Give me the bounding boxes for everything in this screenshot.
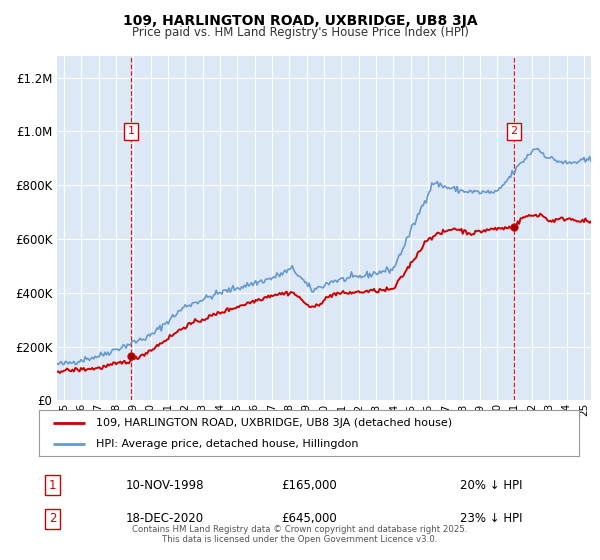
Text: 1: 1 (128, 127, 135, 136)
Text: 10-NOV-1998: 10-NOV-1998 (125, 479, 204, 492)
Text: HPI: Average price, detached house, Hillingdon: HPI: Average price, detached house, Hill… (96, 438, 358, 449)
Text: Price paid vs. HM Land Registry's House Price Index (HPI): Price paid vs. HM Land Registry's House … (131, 26, 469, 39)
Text: 109, HARLINGTON ROAD, UXBRIDGE, UB8 3JA (detached house): 109, HARLINGTON ROAD, UXBRIDGE, UB8 3JA … (96, 418, 452, 428)
Text: 2: 2 (511, 127, 518, 136)
Text: 2: 2 (49, 512, 56, 525)
Text: 1: 1 (49, 479, 56, 492)
Text: 20% ↓ HPI: 20% ↓ HPI (460, 479, 523, 492)
Text: £645,000: £645,000 (281, 512, 337, 525)
Text: 23% ↓ HPI: 23% ↓ HPI (460, 512, 523, 525)
Text: £165,000: £165,000 (281, 479, 337, 492)
Text: 109, HARLINGTON ROAD, UXBRIDGE, UB8 3JA: 109, HARLINGTON ROAD, UXBRIDGE, UB8 3JA (122, 14, 478, 28)
Text: Contains HM Land Registry data © Crown copyright and database right 2025.
This d: Contains HM Land Registry data © Crown c… (132, 525, 468, 544)
Text: 18-DEC-2020: 18-DEC-2020 (125, 512, 203, 525)
